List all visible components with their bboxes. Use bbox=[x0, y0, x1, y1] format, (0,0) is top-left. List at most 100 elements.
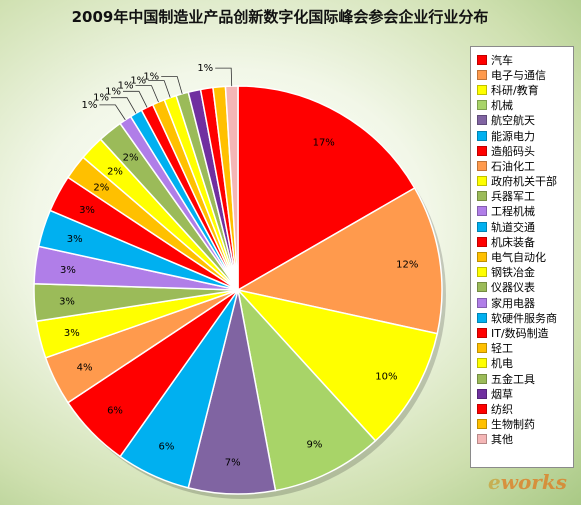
legend-swatch bbox=[477, 221, 487, 232]
legend-swatch bbox=[477, 343, 487, 354]
legend-label: 生物制药 bbox=[491, 418, 535, 432]
legend-item: 轻工 bbox=[477, 341, 573, 356]
legend-swatch bbox=[477, 267, 487, 278]
legend-swatch bbox=[477, 403, 487, 414]
data-label-15: 2% bbox=[123, 153, 139, 164]
legend-label: 电气自动化 bbox=[491, 251, 546, 265]
legend-item: 五金工具 bbox=[477, 371, 573, 386]
legend-item: IT/数码制造 bbox=[477, 325, 573, 340]
data-label-2: 10% bbox=[375, 372, 397, 383]
pie-slice-3 bbox=[236, 287, 377, 492]
pie-slices bbox=[33, 85, 443, 495]
data-label-11: 3% bbox=[67, 234, 83, 245]
legend-swatch bbox=[477, 100, 487, 111]
data-label-10: 3% bbox=[60, 265, 76, 276]
data-label-8: 3% bbox=[64, 328, 80, 339]
legend-label: 工程机械 bbox=[491, 205, 535, 219]
legend-item: 家用电器 bbox=[477, 295, 573, 310]
legend-swatch bbox=[477, 434, 487, 445]
legend-item: 电子与通信 bbox=[477, 67, 573, 82]
data-label-1: 12% bbox=[396, 260, 418, 271]
legend-label: 轻工 bbox=[491, 342, 513, 356]
legend-label: 兵器军工 bbox=[491, 190, 535, 204]
legend-item: 生物制药 bbox=[477, 417, 573, 432]
legend-label: 航空航天 bbox=[491, 114, 535, 128]
legend-item: 能源电力 bbox=[477, 128, 573, 143]
legend-item: 机械 bbox=[477, 98, 573, 113]
data-label-7: 4% bbox=[77, 362, 93, 373]
leader-line-20 bbox=[148, 80, 171, 98]
legend-swatch bbox=[477, 236, 487, 247]
legend-item: 钢铁冶金 bbox=[477, 265, 573, 280]
legend-label: 科研/教育 bbox=[491, 83, 539, 97]
legend-label: 汽车 bbox=[491, 53, 513, 67]
legend-item: 仪器仪表 bbox=[477, 280, 573, 295]
data-label-25: 1% bbox=[197, 63, 213, 74]
data-label-19: 1% bbox=[118, 81, 134, 92]
pie-slice-1 bbox=[235, 186, 443, 335]
legend-swatch bbox=[477, 69, 487, 80]
pie-slice-0 bbox=[237, 85, 416, 292]
legend-swatch bbox=[477, 327, 487, 338]
data-label-9: 3% bbox=[59, 297, 75, 308]
legend-item: 烟草 bbox=[477, 386, 573, 401]
legend-label: 家用电器 bbox=[491, 296, 535, 310]
data-label-6: 6% bbox=[107, 405, 123, 416]
legend-item: 机床装备 bbox=[477, 234, 573, 249]
leader-line-25 bbox=[215, 67, 233, 87]
data-label-12: 3% bbox=[79, 205, 95, 216]
legend-item: 造船码头 bbox=[477, 143, 573, 158]
legend-item: 电气自动化 bbox=[477, 249, 573, 264]
legend-item: 石油化工 bbox=[477, 158, 573, 173]
legend-label: IT/数码制造 bbox=[491, 326, 549, 340]
legend-swatch bbox=[477, 84, 487, 95]
legend-item: 科研/教育 bbox=[477, 82, 573, 97]
legend-item: 轨道交通 bbox=[477, 219, 573, 234]
legend-item: 其他 bbox=[477, 432, 573, 447]
legend-label: 石油化工 bbox=[491, 159, 535, 173]
legend-swatch bbox=[477, 176, 487, 187]
legend-label: 烟草 bbox=[491, 387, 513, 401]
legend-label: 能源电力 bbox=[491, 129, 535, 143]
legend-swatch bbox=[477, 297, 487, 308]
legend-swatch bbox=[477, 115, 487, 126]
legend-swatch bbox=[477, 358, 487, 369]
legend-label: 电子与通信 bbox=[491, 68, 546, 82]
legend-swatch bbox=[477, 419, 487, 430]
legend-label: 机械 bbox=[491, 99, 513, 113]
legend-swatch bbox=[477, 54, 487, 65]
legend-swatch bbox=[477, 145, 487, 156]
data-label-17: 1% bbox=[93, 93, 109, 104]
legend-swatch bbox=[477, 160, 487, 171]
legend-swatch bbox=[477, 252, 487, 263]
legend-label: 机电 bbox=[491, 357, 513, 371]
data-label-14: 2% bbox=[107, 167, 123, 178]
legend-swatch bbox=[477, 388, 487, 399]
chart-title: 2009年中国制造业产品创新数字化国际峰会参会企业行业分布 bbox=[71, 8, 489, 26]
pie-slice-2 bbox=[235, 288, 439, 442]
data-label-4: 7% bbox=[225, 457, 241, 468]
data-label-3: 9% bbox=[306, 439, 322, 450]
legend-label: 仪器仪表 bbox=[491, 281, 535, 295]
legend-label: 机床装备 bbox=[491, 235, 535, 249]
legend-label: 其他 bbox=[491, 433, 513, 447]
data-label-5: 6% bbox=[158, 442, 174, 453]
legend-label: 政府机关干部 bbox=[491, 175, 557, 189]
legend-label: 五金工具 bbox=[491, 372, 535, 386]
data-label-18: 1% bbox=[105, 86, 121, 97]
legend-label: 软硬件服务商 bbox=[491, 311, 557, 325]
eworks-logo: eworks bbox=[488, 470, 567, 494]
legend-swatch bbox=[477, 373, 487, 384]
legend: 汽车 电子与通信 科研/教育机械 航空航天 能源电力 造船码头 石油化工政府机关干部 兵器军工… bbox=[470, 46, 574, 468]
legend-item: 航空航天 bbox=[477, 113, 573, 128]
legend-item: 机电 bbox=[477, 356, 573, 371]
data-label-0: 17% bbox=[313, 138, 335, 149]
legend-item: 兵器军工 bbox=[477, 189, 573, 204]
leader-line-18 bbox=[123, 90, 148, 108]
data-label-21: 1% bbox=[143, 72, 159, 83]
leader-line-19 bbox=[135, 85, 159, 103]
legend-label: 轨道交通 bbox=[491, 220, 535, 234]
legend-label: 纺织 bbox=[491, 402, 513, 416]
